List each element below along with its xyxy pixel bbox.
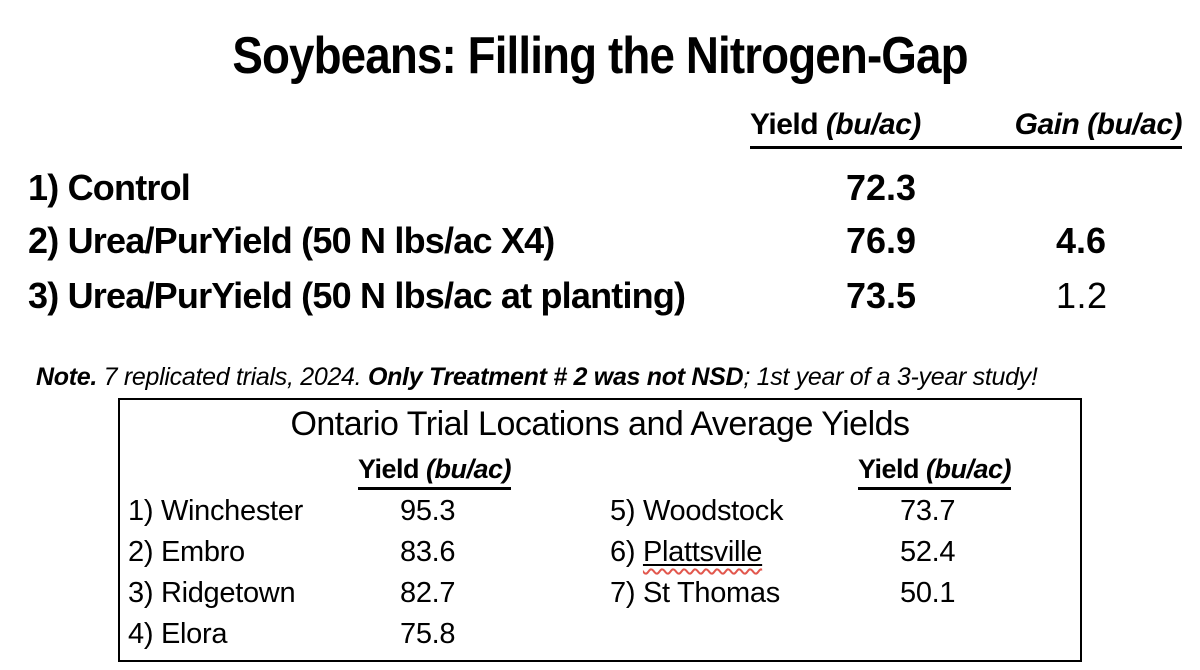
location-label-prefix: 6)	[610, 536, 643, 568]
treatment-label: 1) Control	[28, 167, 191, 208]
location-yield-value: 83.6	[400, 536, 456, 568]
location-label: 7) St Thomas	[610, 577, 780, 609]
location-yield-value: 95.3	[400, 495, 456, 527]
left-yield-header-unit: (bu/ac)	[426, 454, 512, 484]
location-label: 3) Ridgetown	[128, 577, 296, 609]
right-yield-column-header: Yield (bu/ac)	[858, 454, 1012, 490]
gain-header-unit: (bu/ac)	[1087, 108, 1182, 141]
locations-box: Ontario Trial Locations and Average Yiel…	[118, 398, 1082, 662]
location-label: 6) Plattsville	[610, 535, 762, 569]
note-text-2: ; 1st year of a 3-year study!	[743, 363, 1038, 391]
treatment-row: 3) Urea/PurYield (50 N lbs/ac at plantin…	[0, 276, 1200, 320]
gain-value: 4.6	[1056, 220, 1107, 261]
yield-column-header: Yield (bu/ac)	[750, 108, 921, 142]
gain-column-header: Gain (bu/ac)	[1014, 108, 1183, 142]
page-title: Soybeans: Filling the Nitrogen-Gap	[232, 27, 968, 85]
note-lead: Note.	[36, 363, 98, 391]
treatment-row: 1) Control 72.3	[0, 168, 1200, 212]
location-label-flagged-word: Plattsville	[642, 536, 763, 568]
location-yield-value: 50.1	[900, 577, 956, 609]
yield-value: 76.9	[846, 220, 917, 261]
treatment-label: 2) Urea/PurYield (50 N lbs/ac X4)	[28, 220, 555, 261]
gain-value: 1.2	[1056, 275, 1108, 316]
location-label: 2) Embro	[128, 536, 245, 568]
note-text-1: 7 replicated trials, 2024.	[97, 363, 368, 391]
left-yield-header-label: Yield	[358, 454, 420, 484]
yield-header-unit: (bu/ac)	[825, 108, 921, 141]
location-label: 4) Elora	[128, 618, 228, 650]
location-label: 5) Woodstock	[610, 495, 784, 527]
note-emphasis: Only Treatment # 2 was not NSD	[367, 363, 744, 391]
location-yield-value: 82.7	[400, 577, 456, 609]
left-yield-column-header: Yield (bu/ac)	[358, 454, 512, 490]
right-yield-header-unit: (bu/ac)	[926, 454, 1012, 484]
yield-value: 72.3	[846, 167, 917, 208]
yield-value: 73.5	[846, 275, 917, 316]
location-yield-value: 73.7	[900, 495, 956, 527]
yield-header-label: Yield	[750, 108, 819, 141]
treatment-row: 2) Urea/PurYield (50 N lbs/ac X4) 76.9 4…	[0, 221, 1200, 265]
location-yield-value: 75.8	[400, 618, 456, 650]
study-note: Note. 7 replicated trials, 2024. Only Tr…	[36, 361, 1038, 393]
treatment-table-header: Yield (bu/ac) Gain (bu/ac)	[750, 108, 1182, 149]
location-label: 1) Winchester	[128, 495, 303, 527]
locations-box-title: Ontario Trial Locations and Average Yiel…	[290, 405, 910, 443]
spellcheck-squiggle: Plattsville	[643, 536, 762, 568]
gain-header-label: Gain	[1014, 108, 1080, 141]
right-yield-header-label: Yield	[858, 454, 920, 484]
location-yield-value: 52.4	[900, 536, 956, 568]
treatment-label: 3) Urea/PurYield (50 N lbs/ac at plantin…	[28, 275, 686, 316]
